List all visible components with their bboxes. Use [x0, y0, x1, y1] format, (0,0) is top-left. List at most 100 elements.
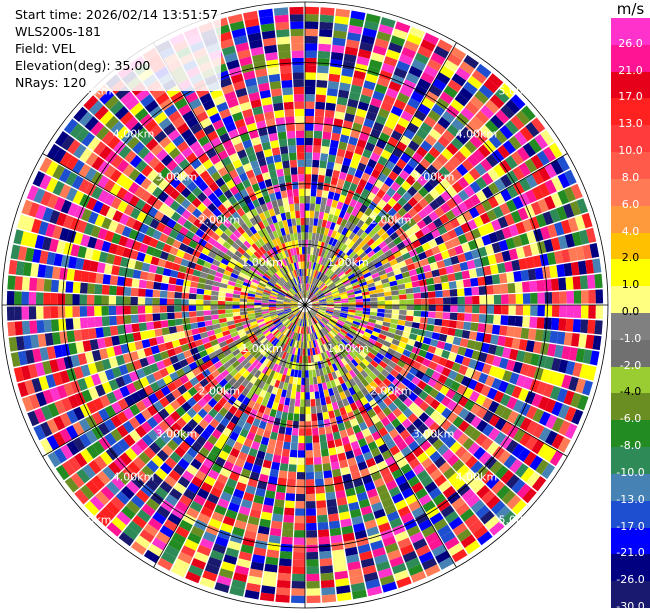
- velocity-gate: [201, 337, 210, 345]
- velocity-gate: [417, 78, 432, 91]
- velocity-gate: [294, 325, 299, 333]
- velocity-gate: [470, 277, 479, 287]
- velocity-gate: [470, 460, 484, 474]
- velocity-gate: [338, 318, 346, 323]
- velocity-gate: [310, 309, 317, 315]
- velocity-gate: [145, 498, 160, 511]
- velocity-gate: [316, 405, 323, 414]
- velocity-gate: [525, 256, 535, 269]
- velocity-gate: [164, 415, 176, 427]
- velocity-gate: [223, 484, 235, 496]
- velocity-gate: [309, 293, 315, 300]
- velocity-gate: [325, 294, 333, 299]
- velocity-gate: [338, 273, 346, 280]
- velocity-gate: [246, 431, 256, 441]
- velocity-gate: [325, 310, 334, 314]
- velocity-gate: [226, 316, 234, 322]
- velocity-gate: [549, 142, 563, 159]
- velocity-gate: [458, 420, 470, 433]
- velocity-gate: [225, 547, 240, 558]
- velocity-gate: [145, 138, 159, 151]
- velocity-gate: [292, 247, 297, 256]
- colorbar-cell: [611, 393, 650, 421]
- velocity-gate: [242, 421, 252, 432]
- velocity-gate: [396, 324, 405, 331]
- velocity-gate: [348, 223, 357, 232]
- velocity-gate: [416, 451, 429, 464]
- velocity-gate: [229, 185, 239, 196]
- velocity-gate: [94, 214, 106, 227]
- velocity-gate: [105, 115, 119, 130]
- velocity-gate: [415, 434, 427, 446]
- velocity-gate: [150, 473, 164, 486]
- velocity-gate: [100, 506, 116, 522]
- velocity-gate: [278, 205, 285, 214]
- velocity-gate: [212, 392, 223, 403]
- velocity-gate: [355, 302, 364, 305]
- velocity-gate: [437, 39, 453, 53]
- velocity-gate: [495, 367, 506, 380]
- velocity-gate: [314, 471, 324, 480]
- velocity-gate: [301, 312, 304, 320]
- velocity-gate: [192, 413, 203, 424]
- velocity-gate: [306, 276, 308, 284]
- velocity-gate: [221, 45, 236, 56]
- velocity-gate: [570, 392, 582, 408]
- velocity-gate: [309, 269, 313, 277]
- velocity-gate: [523, 351, 533, 365]
- velocity-gate: [494, 88, 510, 104]
- velocity-gate: [396, 457, 408, 469]
- velocity-gate: [40, 438, 54, 455]
- velocity-gate: [276, 198, 284, 207]
- velocity-gate: [323, 289, 331, 294]
- velocity-gate: [394, 499, 408, 511]
- velocity-gate: [381, 369, 390, 378]
- velocity-gate: [452, 404, 464, 416]
- velocity-gate: [103, 263, 113, 275]
- velocity-gate: [305, 217, 310, 226]
- velocity-gate: [296, 355, 300, 363]
- velocity-gate: [330, 318, 338, 323]
- velocity-gate: [505, 439, 519, 454]
- velocity-gate: [452, 416, 464, 428]
- velocity-gate: [143, 446, 156, 460]
- velocity-gate: [28, 292, 37, 305]
- velocity-gate: [344, 284, 353, 290]
- velocity-gate: [165, 494, 179, 507]
- velocity-gate: [239, 155, 250, 166]
- velocity-gate: [306, 290, 308, 298]
- velocity-gate: [358, 278, 366, 284]
- velocity-gate: [333, 295, 341, 299]
- velocity-gate: [57, 293, 66, 305]
- velocity-gate: [240, 269, 249, 276]
- velocity-gate: [204, 242, 214, 251]
- velocity-gate: [125, 96, 140, 111]
- velocity-gate: [323, 351, 329, 360]
- velocity-gate: [97, 175, 110, 189]
- velocity-gate: [331, 44, 345, 54]
- velocity-gate: [317, 322, 324, 329]
- velocity-gate: [80, 364, 91, 377]
- velocity-gate: [285, 390, 292, 399]
- velocity-gate: [402, 202, 413, 212]
- velocity-gate: [217, 166, 228, 177]
- velocity-gate: [28, 202, 40, 218]
- velocity-gate: [348, 369, 357, 378]
- velocity-gate: [431, 103, 445, 116]
- velocity-gate: [29, 277, 38, 291]
- velocity-gate: [78, 178, 91, 193]
- velocity-gate: [414, 109, 427, 122]
- velocity-gate: [256, 271, 264, 278]
- velocity-gate: [180, 545, 196, 558]
- velocity-gate: [522, 305, 531, 316]
- velocity-gate: [420, 475, 434, 488]
- velocity-gate: [276, 280, 284, 287]
- velocity-gate: [191, 476, 204, 488]
- velocity-gate: [551, 401, 563, 417]
- velocity-gate: [339, 350, 347, 358]
- velocity-gate: [330, 139, 339, 149]
- velocity-gate: [319, 390, 325, 399]
- velocity-gate: [254, 297, 262, 301]
- velocity-gate: [86, 444, 100, 459]
- velocity-gate: [309, 333, 313, 341]
